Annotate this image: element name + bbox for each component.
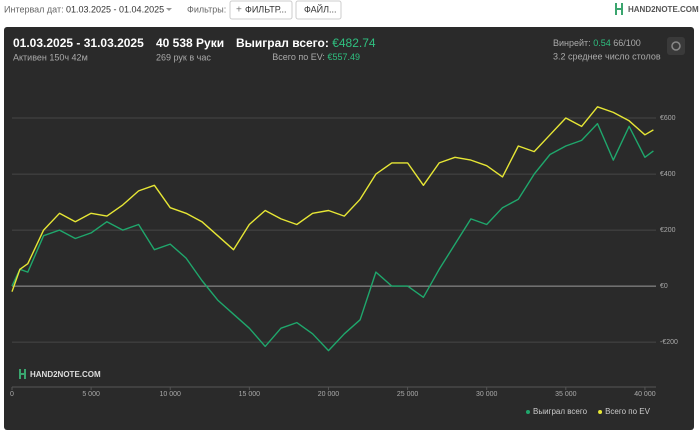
filter-button-label[interactable]: ФИЛЬТР...	[245, 4, 287, 14]
won-label: Выиграл всего:	[236, 36, 329, 50]
x-tick-label: 15 000	[239, 391, 261, 398]
x-tick-label: 10 000	[160, 391, 182, 398]
x-tick-label: 0	[10, 391, 14, 398]
winrate: Винрейт: 0.54 66/100	[553, 38, 641, 48]
y-tick-label: -€200	[660, 339, 678, 346]
date-label: Интервал дат:	[4, 4, 64, 14]
x-tick-label: 20 000	[318, 391, 340, 398]
filter-button[interactable]	[229, 0, 293, 20]
x-tick-label: 40 000	[634, 391, 656, 398]
hands-per-hour: 269 рук в час	[156, 52, 211, 62]
dropdown-arrow[interactable]	[166, 8, 172, 11]
avg-tables: 3.2 среднее число столов	[553, 51, 661, 61]
winrate-label: Винрейт:	[553, 38, 591, 48]
x-tick-label: 5 000	[82, 391, 100, 398]
y-tick-label: €0	[660, 283, 668, 290]
hands: 40 538 Руки	[156, 36, 224, 50]
watermark-icon	[19, 369, 26, 379]
series-line	[11, 106, 654, 292]
legend-label: Всего по EV	[605, 407, 651, 416]
watermark: HAND2NOTE.COM	[30, 370, 101, 379]
won-total: Выиграл всего: €482.74	[236, 36, 376, 50]
settings-icon	[671, 41, 681, 51]
x-tick-label: 25 000	[397, 391, 419, 398]
winrate-value: 0.54	[593, 38, 611, 48]
active-time: Активен 150ч 42м	[13, 52, 88, 62]
date-range[interactable]: 01.03.2025 - 01.04.2025	[66, 4, 164, 14]
won-value: €482.74	[332, 36, 376, 50]
filters-label: Фильтры:	[187, 4, 226, 14]
legend-marker	[598, 410, 603, 414]
winrate-unit: 66/100	[613, 38, 641, 48]
y-tick-label: €200	[660, 227, 676, 234]
series-line	[11, 122, 654, 352]
y-tick-label: €600	[660, 115, 676, 122]
file-button-label[interactable]: ФАЙЛ...	[304, 3, 337, 14]
y-tick-label: €400	[660, 171, 676, 178]
logo: HAND2NOTE.COM	[628, 5, 699, 14]
legend-marker	[526, 410, 530, 414]
legend-label: Выиграл всего	[533, 407, 588, 416]
ev-total: Всего по EV: €557.49	[272, 52, 360, 62]
plot: -€200 €0 €200 €400 €600 0 5 000 10 000 15 000 20 …	[10, 106, 678, 416]
ev-value: €557.49	[327, 52, 360, 62]
period: 01.03.2025 - 31.03.2025	[13, 36, 144, 50]
settings-button[interactable]	[667, 37, 685, 55]
chart-panel	[4, 27, 694, 430]
x-tick-label: 35 000	[555, 391, 577, 398]
x-tick-label: 30 000	[476, 391, 498, 398]
ev-label: Всего по EV:	[272, 52, 325, 62]
plus-icon: +	[236, 5, 242, 16]
logo-icon	[615, 3, 623, 15]
file-button[interactable]	[295, 0, 342, 20]
